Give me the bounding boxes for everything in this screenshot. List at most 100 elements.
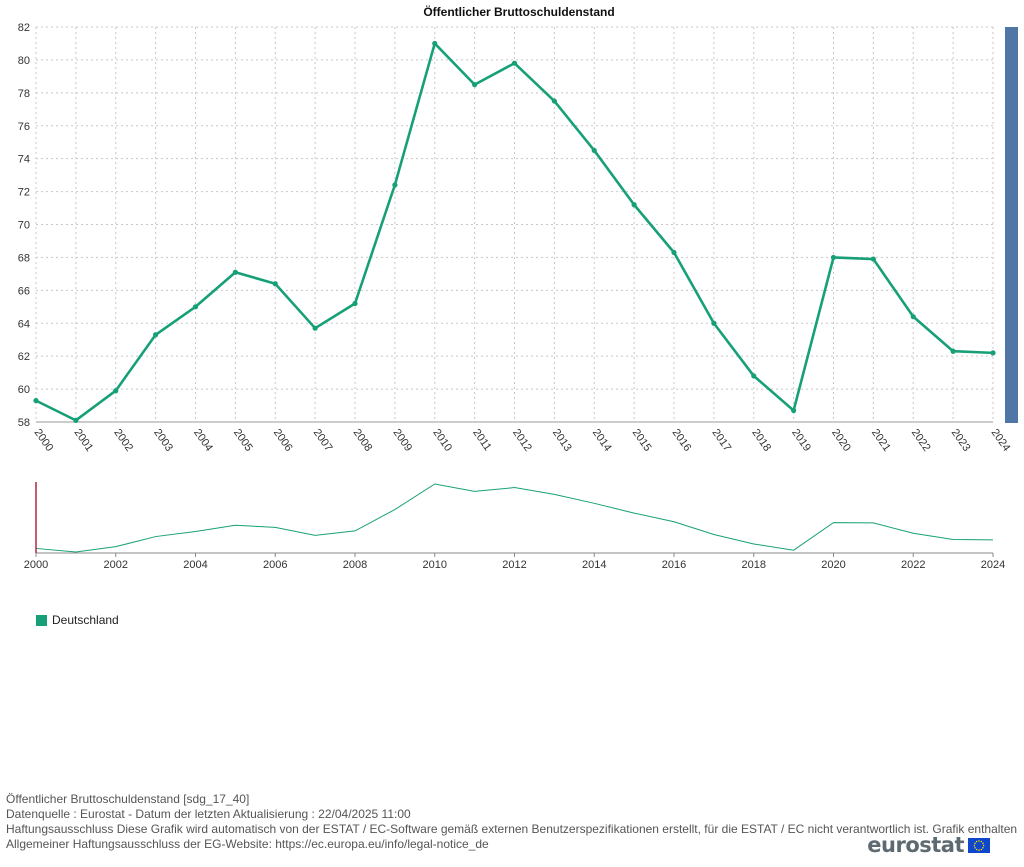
y-tick-label: 60 [18, 384, 30, 396]
navigator-tick-label: 2020 [821, 559, 845, 571]
x-tick-label: 2001 [71, 427, 95, 454]
data-point [33, 398, 39, 404]
flag-star [975, 840, 978, 842]
x-tick-label: 2007 [311, 427, 335, 454]
y-tick-label: 76 [18, 121, 30, 133]
data-point [711, 320, 717, 326]
x-tick-label: 2010 [430, 427, 454, 454]
footer-source: Datenquelle : Eurostat - Datum der letzt… [6, 807, 411, 821]
data-point [591, 147, 597, 154]
x-tick-label: 2020 [829, 427, 853, 454]
x-tick-label: 2009 [390, 427, 414, 454]
data-point [990, 350, 996, 356]
flag-star [974, 841, 976, 844]
y-tick-label: 68 [18, 252, 30, 264]
data-point [511, 60, 518, 66]
data-point [950, 348, 956, 354]
data-point [392, 182, 398, 188]
navigator-tick-label: 2002 [104, 559, 128, 571]
flag-star [980, 848, 983, 850]
x-tick-label: 2011 [470, 427, 493, 453]
chart: Öffentlicher Bruttoschuldenstand 58 60 62 6… [18, 4, 1018, 571]
x-tick-label: 2014 [590, 427, 614, 454]
data-point [232, 269, 238, 275]
data-point [870, 256, 876, 262]
navigator-line [35, 483, 994, 553]
navigator-tick-label: 2014 [582, 559, 606, 571]
series [33, 40, 996, 423]
data-point [631, 202, 637, 208]
footer: Öffentlicher Bruttoschuldenstand [sdg_17… [6, 792, 1024, 852]
navigator-tick-label: 2010 [423, 559, 447, 571]
y-tick-label: 74 [18, 154, 30, 166]
data-point [432, 40, 438, 47]
navigator-tick-label: 2024 [981, 559, 1005, 571]
legend-label: Deutschland [52, 613, 119, 627]
data-point [153, 332, 159, 338]
x-tick-label: 2024 [989, 427, 1013, 454]
y-tick-label: 80 [18, 55, 30, 67]
legend-swatch [36, 614, 47, 626]
x-tick-label: 2015 [630, 427, 654, 454]
x-tick-label: 2012 [510, 427, 534, 454]
eurostat-logo: eurostat [867, 833, 990, 857]
footer-dataset: Öffentlicher Bruttoschuldenstand [sdg_17… [6, 792, 250, 806]
y-tick-label: 58 [18, 417, 30, 429]
navigator-tick-label: 2022 [901, 559, 925, 571]
data-point [352, 300, 358, 307]
vertical-scrollbar[interactable] [1005, 27, 1018, 423]
data-point [192, 304, 199, 310]
flag-star [978, 839, 980, 842]
y-tick-label: 70 [18, 220, 30, 232]
data-point [751, 373, 757, 379]
data-point [113, 388, 119, 394]
flag-star [982, 844, 985, 846]
y-tick-label: 64 [18, 318, 30, 330]
flag-star [974, 846, 976, 849]
data-point [671, 249, 677, 256]
navigator-tick-label: 2000 [24, 559, 48, 571]
grid [35, 26, 994, 423]
data-point [272, 281, 278, 287]
x-tick-label: 2017 [709, 427, 733, 454]
navigator-tick-label: 2018 [742, 559, 766, 571]
footer-website: Allgemeiner Haftungsausschluss der EG-We… [6, 837, 489, 851]
chart-title: Öffentlicher Bruttoschuldenstand [423, 4, 614, 19]
y-tick-label: 62 [18, 351, 30, 363]
navigator-tick-label: 2016 [662, 559, 686, 571]
flag-star [982, 841, 984, 844]
x-tick-label: 2004 [191, 427, 215, 454]
x-tick-label: 2008 [351, 427, 375, 454]
data-point [830, 254, 837, 261]
flag-star [978, 848, 980, 851]
eu-flag-icon [968, 837, 990, 853]
data-point [472, 82, 478, 88]
legend[interactable]: Deutschland [36, 613, 119, 627]
y-tick-label: 66 [18, 285, 30, 297]
y-tick-label: 78 [18, 88, 30, 100]
logo-text: eurostat [867, 833, 964, 857]
navigator-tick-label: 2008 [343, 559, 367, 571]
data-point [551, 98, 557, 104]
x-tick-label: 2023 [949, 427, 973, 454]
x-tick-label: 2000 [32, 427, 56, 454]
footer-disclaimer: Haftungsausschluss Diese Grafik wird aut… [6, 822, 1018, 836]
y-tick-label: 72 [18, 187, 30, 199]
navigator-tick-label: 2004 [183, 559, 207, 571]
navigator-tick-label: 2012 [502, 559, 526, 571]
data-point [791, 407, 797, 414]
x-tick-label: 2006 [271, 427, 295, 454]
x-tick-label: 2005 [231, 427, 255, 454]
flag-star [975, 848, 978, 850]
navigator-tick-label: 2006 [263, 559, 287, 571]
y-tick-label: 82 [18, 22, 30, 34]
navigator[interactable]: 2000 2002 2004 2006 2008 2010 2012 2014 2016 2018… [24, 482, 1005, 571]
x-tick-label: 2016 [670, 427, 694, 454]
data-point [312, 325, 318, 331]
flag-star [973, 844, 976, 846]
data-point [910, 314, 916, 320]
x-tick-label: 2002 [111, 427, 135, 454]
x-tick-label: 2018 [749, 427, 773, 454]
x-tick-label: 2022 [909, 427, 933, 454]
x-tick-label: 2003 [151, 427, 175, 454]
